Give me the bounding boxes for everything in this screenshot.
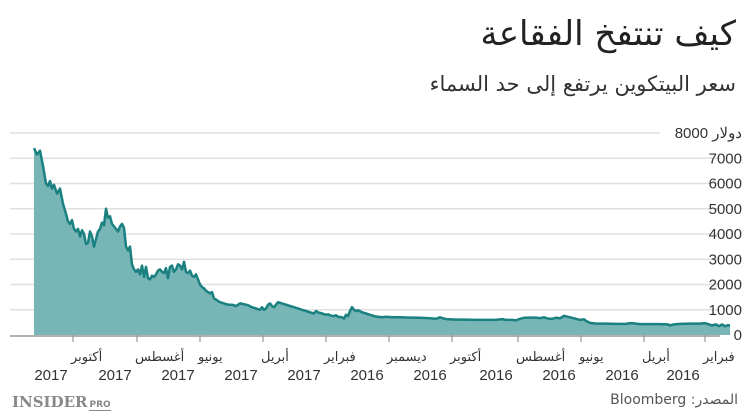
y-tick-label: 0 [734,327,742,344]
x-tick-month: فبراير [323,350,356,365]
x-axis-labels: أكتوبر2017أغسطس2017يونيو2017أبريل2017فبر… [34,335,735,384]
x-tick-year: 2017 [224,367,257,384]
y-tick-label: 7000 [709,150,742,167]
x-tick-month: أبريل [642,348,670,365]
x-tick-month: أكتوبر [449,348,481,365]
chart-subtitle: سعر البيتكوين يرتفع إلى حد السماء [429,72,736,96]
y-tick-label: 8000 دولار [675,125,742,142]
x-tick-year: 2016 [413,367,446,384]
x-tick-month: ديسمبر [386,350,427,365]
logo-suffix: PRO [89,400,111,411]
price-area [34,148,730,335]
x-tick-month: أكتوبر [70,348,102,365]
y-tick-label: 6000 [709,176,742,193]
x-tick-year: 2016 [479,367,512,384]
x-tick-year: 2017 [161,367,194,384]
y-tick-label: 5000 [709,201,742,218]
x-tick-year: 2016 [666,367,699,384]
y-tick-label: 1000 [709,302,742,319]
x-tick-year: 2017 [287,367,320,384]
x-tick-month: يونيو [578,350,604,365]
x-tick-month: أغسطس [135,348,184,365]
x-tick-month: أغسطس [516,348,565,365]
x-tick-month: فبراير [702,350,735,365]
x-tick-month: يونيو [197,350,223,365]
gridlines [10,132,720,311]
y-tick-label: 2000 [709,277,742,294]
price-line [32,147,731,328]
chart-title: كيف تنتفخ الفقاعة [480,14,736,54]
x-tick-year: 2016 [605,367,638,384]
x-tick-year: 2017 [98,367,131,384]
y-axis-labels: 0 1000 2000 3000 4000 5000 6000 7000 8000 دولار [675,125,742,344]
logo-text: INSIDER [12,393,88,411]
x-tick-year: 2017 [34,367,67,384]
x-tick-year: 2016 [350,367,383,384]
x-tick-month: أبريل [261,348,289,365]
insider-pro-logo: INSIDER PRO [12,393,111,411]
x-tick-year: 2016 [542,367,575,384]
y-tick-label: 3000 [709,251,742,268]
source-label: المصدر: Bloomberg [610,392,738,408]
y-tick-label: 4000 [709,226,742,243]
